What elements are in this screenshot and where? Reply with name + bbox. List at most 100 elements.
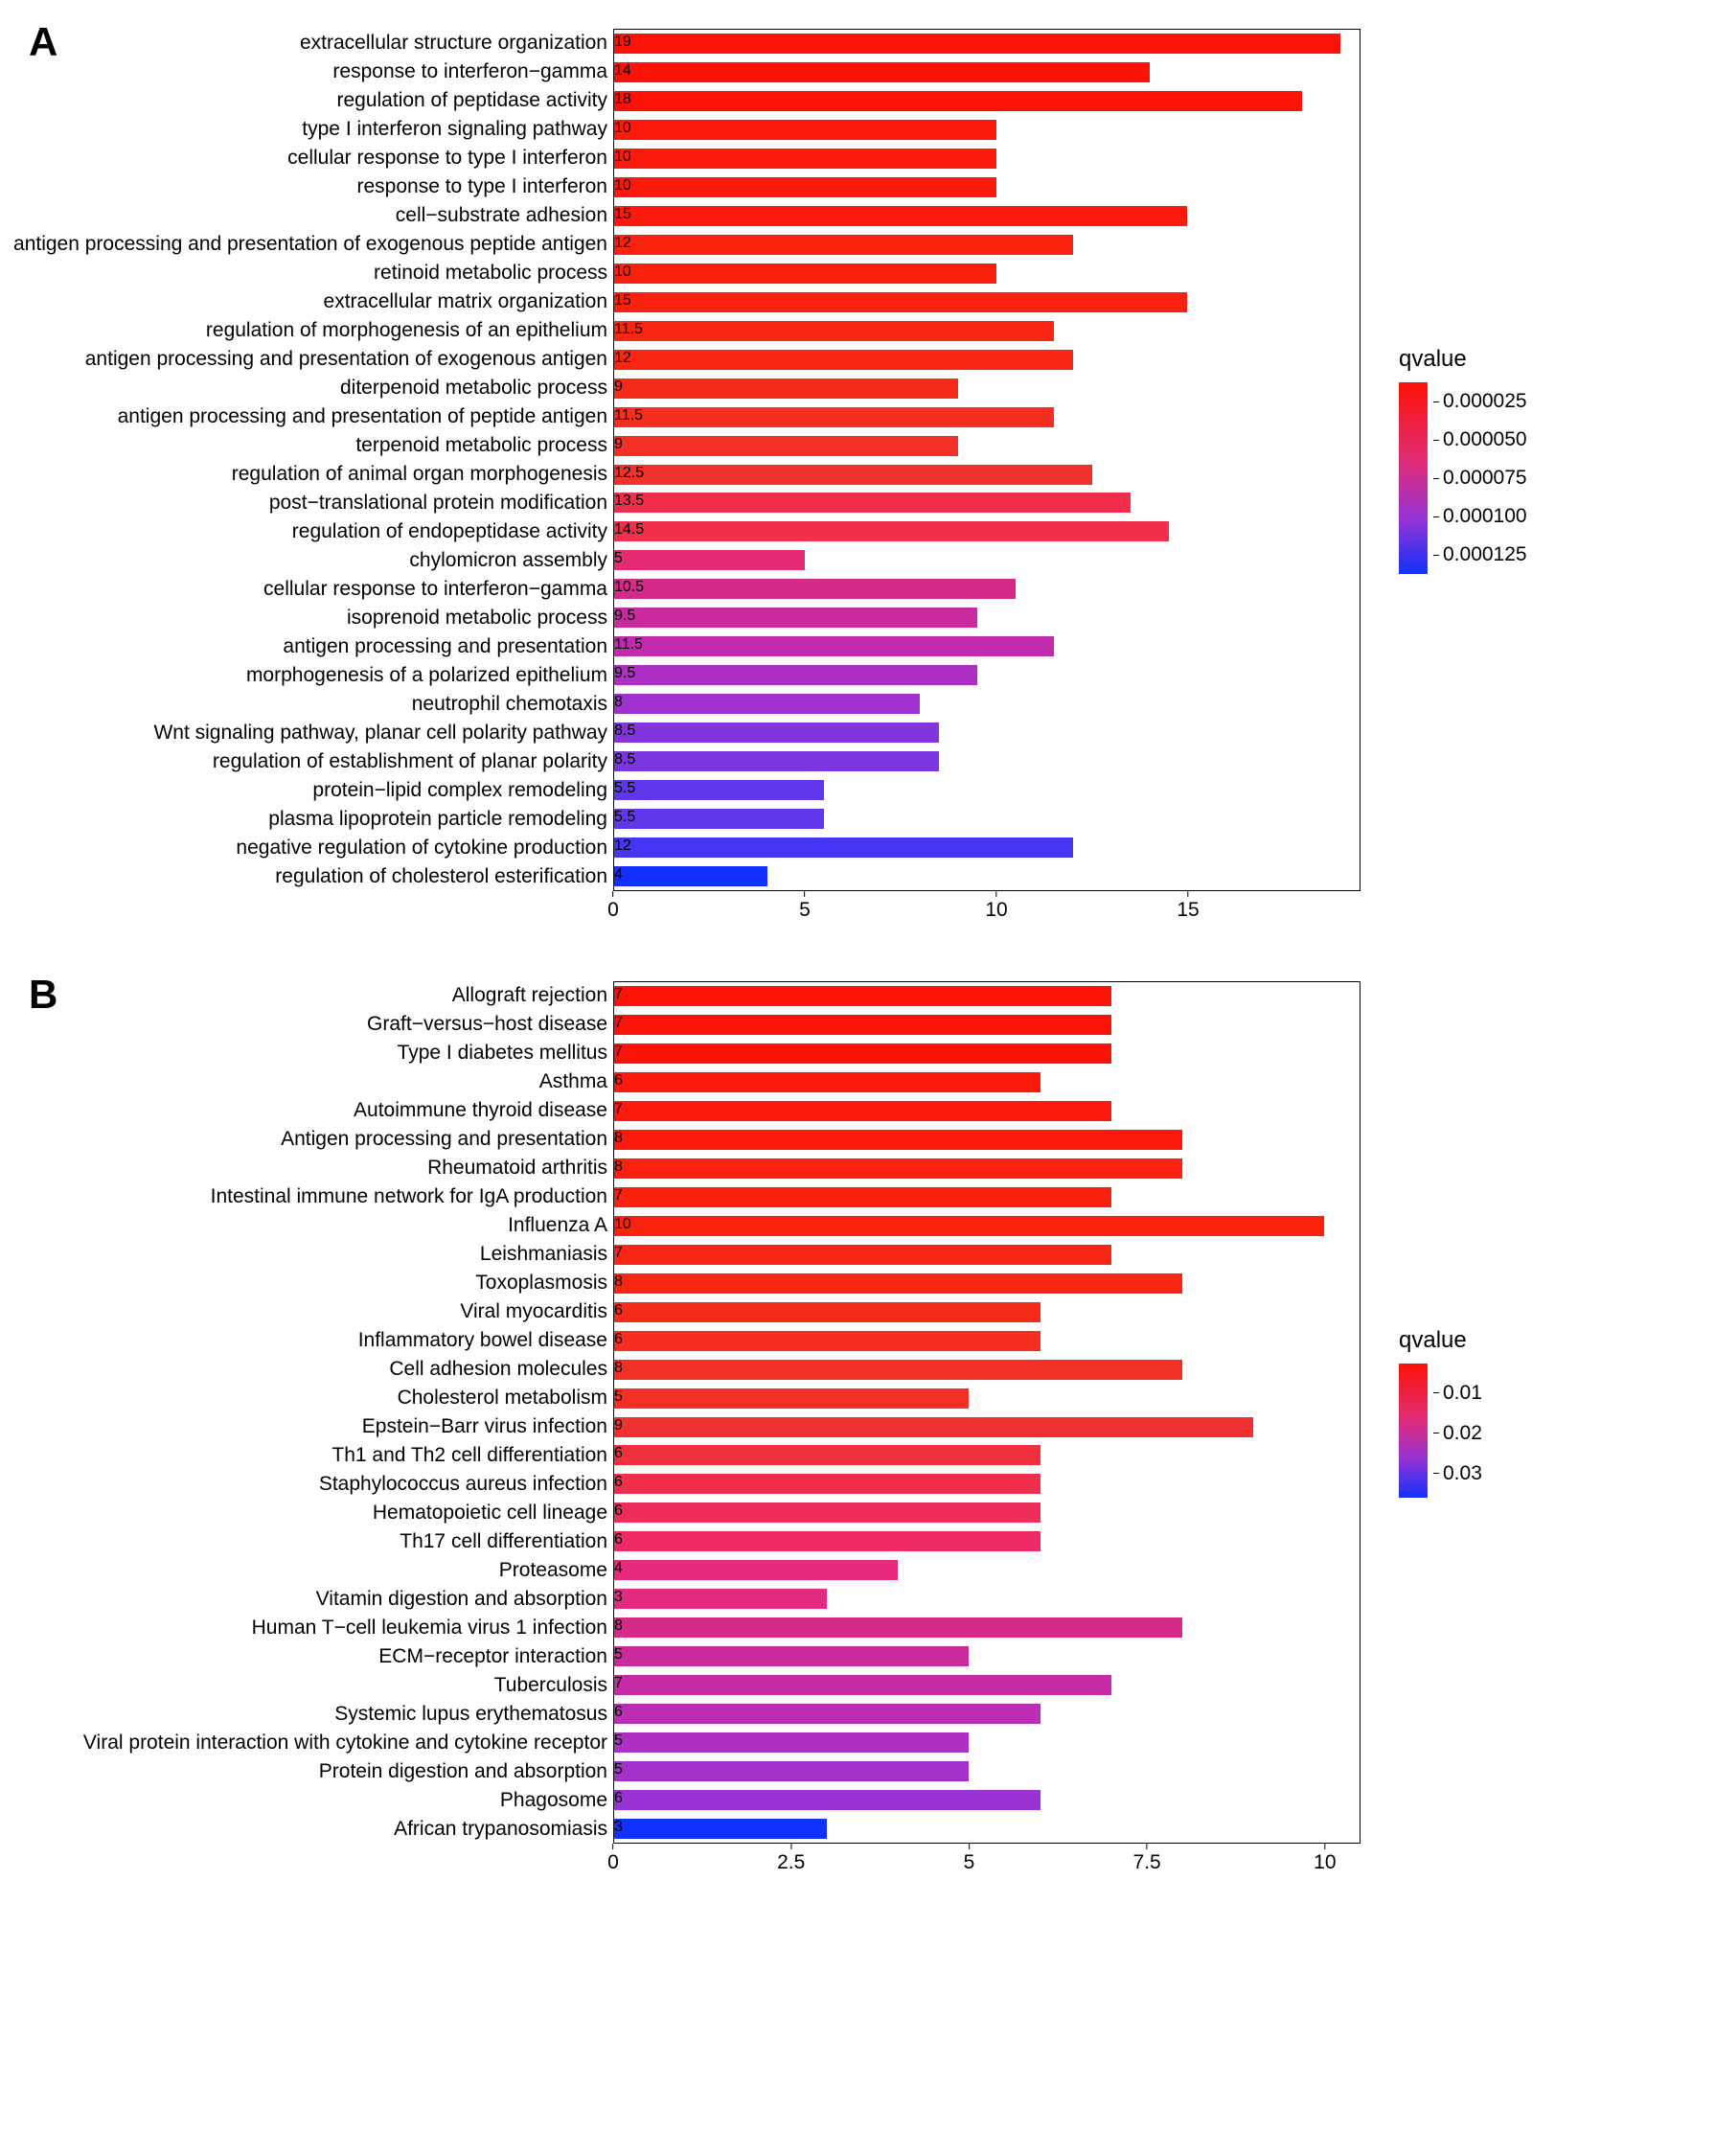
y-axis-label: Allograft rejection [19,981,607,1010]
bar: 14.5 [614,521,1169,541]
y-axis-label: Antigen processing and presentation [19,1125,607,1154]
y-axis-label: protein−lipid complex remodeling [19,776,607,805]
y-axis-label: response to type I interferon [19,172,607,201]
y-axis-label: Staphylococcus aureus infection [19,1470,607,1499]
x-tick: 5 [799,891,811,922]
bar: 12 [614,837,1073,858]
y-axis-label: regulation of morphogenesis of an epithe… [19,316,607,345]
bar: 3 [614,1819,827,1839]
bar: 6 [614,1704,1040,1724]
bar: 5 [614,1388,969,1409]
bar-row: 11.5 [614,402,1360,431]
bar: 6 [614,1072,1040,1092]
y-axis-label: plasma lipoprotein particle remodeling [19,805,607,834]
bar-row: 8 [614,690,1360,719]
x-tick: 7.5 [1133,1844,1161,1874]
y-axis-label: Cholesterol metabolism [19,1384,607,1412]
x-tick-label: 2.5 [777,1851,805,1874]
bar-row: 10 [614,173,1360,202]
x-tick-label: 15 [1177,899,1199,922]
panel-label: A [29,19,57,65]
y-axis-label: cellular response to type I interferon [19,144,607,172]
bar: 6 [614,1302,1040,1322]
y-axis-label: cell−substrate adhesion [19,201,607,230]
bar-row: 6 [614,1499,1360,1527]
colorbar-tick-label: 0.03 [1443,1462,1482,1485]
bar: 6 [614,1445,1040,1465]
bar: 7 [614,986,1111,1006]
y-axis-label: diterpenoid metabolic process [19,374,607,402]
colorbar-tick-label: 0.01 [1443,1382,1482,1405]
y-axis-label: regulation of endopeptidase activity [19,517,607,546]
bar: 7 [614,1245,1111,1265]
y-axis-label: Phagosome [19,1786,607,1815]
colorbar-tick: 0.01 [1433,1382,1482,1405]
bar: 9.5 [614,665,977,685]
bar: 10 [614,177,996,197]
bar-row: 8.5 [614,719,1360,747]
bar: 5.5 [614,780,824,800]
bar-row: 14 [614,58,1360,87]
bar: 10 [614,1216,1324,1236]
x-tick-label: 7.5 [1133,1851,1161,1874]
x-tick: 2.5 [777,1844,805,1874]
bar: 7 [614,1675,1111,1695]
colorbar-tick: 0.000075 [1433,467,1527,490]
bar: 10.5 [614,579,1016,599]
bar: 9 [614,436,958,456]
y-axis-label: Hematopoietic cell lineage [19,1499,607,1527]
bar-row: 5 [614,1756,1360,1785]
x-tick: 5 [964,1844,975,1874]
bar-row: 10 [614,260,1360,288]
y-axis-label: Leishmaniasis [19,1240,607,1269]
y-axis-label: response to interferon−gamma [19,57,607,86]
x-tick: 10 [985,891,1007,922]
y-axis-label: antigen processing and presentation of p… [19,402,607,431]
bar-row: 3 [614,1585,1360,1614]
colorbar-tick: 0.000100 [1433,505,1527,528]
y-axis-label: Epstein−Barr virus infection [19,1412,607,1441]
y-axis-label: Protein digestion and absorption [19,1757,607,1786]
colorbar [1399,382,1428,574]
y-axis-label: antigen processing and presentation of e… [19,230,607,259]
y-axis-label: extracellular structure organization [19,29,607,57]
bar-row: 5 [614,546,1360,575]
bar-row: 6 [614,1785,1360,1814]
figure: Aextracellular structure organizationres… [19,29,1696,1876]
y-axis-label: regulation of cholesterol esterification [19,862,607,891]
bar: 6 [614,1790,1040,1810]
y-axis-label: Th17 cell differentiation [19,1527,607,1556]
bar: 8 [614,1617,1182,1638]
bar: 10 [614,120,996,140]
bar-row: 9 [614,1412,1360,1441]
y-axis-label: Wnt signaling pathway, planar cell polar… [19,719,607,747]
y-axis-label: Human T−cell leukemia virus 1 infection [19,1614,607,1642]
y-axis-label: Vitamin digestion and absorption [19,1585,607,1614]
colorbar-tick: 0.000025 [1433,390,1527,413]
bar-row: 7 [614,1097,1360,1126]
y-axis-label: neutrophil chemotaxis [19,690,607,719]
bar: 5 [614,1646,969,1666]
y-axis-label: terpenoid metabolic process [19,431,607,460]
bar: 4 [614,1560,898,1580]
bar-row: 8 [614,1155,1360,1183]
bar-row: 10 [614,116,1360,145]
x-axis: 02.557.510 [613,1844,1361,1876]
colorbar-tick: 0.000050 [1433,428,1527,451]
x-tick: 10 [1314,1844,1336,1874]
x-tick-label: 10 [1314,1851,1336,1874]
y-axis-label: Cell adhesion molecules [19,1355,607,1384]
bar: 9.5 [614,608,977,628]
bar: 3 [614,1589,827,1609]
y-axis-label: ECM−receptor interaction [19,1642,607,1671]
bar-row: 9 [614,431,1360,460]
bar-row: 12 [614,345,1360,374]
bar-row: 10 [614,1212,1360,1241]
y-axis-label: antigen processing and presentation [19,632,607,661]
bar-row: 9.5 [614,661,1360,690]
y-axis-label: Tuberculosis [19,1671,607,1700]
y-axis-label: morphogenesis of a polarized epithelium [19,661,607,690]
colorbar-tick-label: 0.000025 [1443,390,1527,413]
y-axis-label: retinoid metabolic process [19,259,607,287]
colorbar-tick-label: 0.02 [1443,1422,1482,1445]
